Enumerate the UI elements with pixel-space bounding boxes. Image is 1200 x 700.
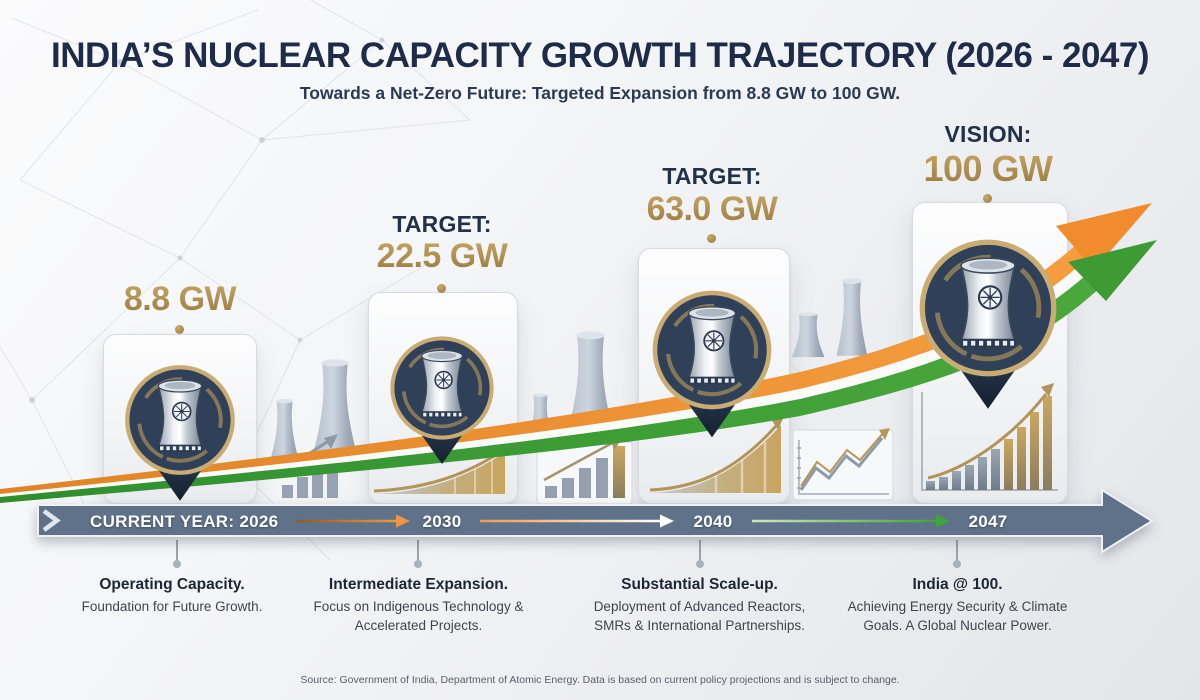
connector-dot bbox=[414, 560, 422, 568]
cooling-towers-icon bbox=[791, 278, 868, 358]
connector-line bbox=[417, 540, 419, 561]
connector-line bbox=[176, 540, 178, 561]
connector-line bbox=[956, 540, 958, 561]
connector-line bbox=[699, 540, 701, 561]
description-title: Intermediate Expansion. bbox=[328, 576, 509, 593]
milestone-4-marker-dot bbox=[982, 193, 992, 203]
connector-dot bbox=[173, 560, 181, 568]
timeline-label-2030: 2030 bbox=[422, 512, 462, 531]
bar-chart-icon bbox=[280, 434, 338, 498]
description-title: India @ 100. bbox=[912, 576, 1003, 593]
milestone-4-capacity-label: 100 GW bbox=[878, 148, 1098, 190]
milestone-4-description: India @ 100. Achieving Energy Security &… bbox=[835, 576, 1080, 635]
timeline-label-2040: 2040 bbox=[693, 512, 733, 531]
source-attribution: Source: Government of India, Department … bbox=[300, 674, 900, 686]
milestone-3-card bbox=[638, 248, 790, 504]
milestone-2-capacity-label: 22.5 GW bbox=[332, 237, 552, 276]
cooling-towers-icon bbox=[528, 331, 614, 438]
timeline-start-chevron-icon bbox=[42, 509, 61, 532]
cooling-towers-icon bbox=[270, 359, 357, 458]
bar-chart-icon bbox=[536, 437, 633, 505]
green-arrowhead-icon bbox=[1068, 240, 1157, 301]
timeline-label-2047: 2047 bbox=[968, 512, 1008, 531]
description-body: Achieving Energy Security & Climate Goal… bbox=[847, 599, 1068, 634]
page-title: INDIA’S NUCLEAR CAPACITY GROWTH TRAJECTO… bbox=[50, 36, 1150, 75]
description-body: Foundation for Future Growth. bbox=[81, 599, 263, 614]
timeline-label-current-year: CURRENT YEAR: 2026 bbox=[90, 512, 279, 531]
milestone-2-description: Intermediate Expansion. Focus on Indigen… bbox=[306, 576, 531, 635]
milestone-1-description: Operating Capacity. Foundation for Futur… bbox=[47, 576, 297, 616]
line-chart-icon bbox=[792, 428, 894, 501]
header: INDIA’S NUCLEAR CAPACITY GROWTH TRAJECTO… bbox=[0, 36, 1200, 104]
description-title: Operating Capacity. bbox=[99, 576, 245, 593]
milestone-2-prefix-label: TARGET: bbox=[392, 211, 492, 237]
description-body: Deployment of Advanced Reactors, SMRs & … bbox=[593, 599, 806, 634]
description-body: Focus on Indigenous Technology & Acceler… bbox=[313, 599, 524, 634]
milestone-1-capacity-label: 8.8 GW bbox=[70, 280, 290, 319]
milestone-1-marker-dot bbox=[174, 324, 184, 334]
milestone-2-marker-dot bbox=[436, 283, 446, 293]
milestone-4-prefix-label: VISION: bbox=[944, 121, 1032, 147]
saffron-arrowhead-icon bbox=[1056, 203, 1152, 270]
milestone-3-capacity-label: 63.0 GW bbox=[602, 190, 822, 229]
page-subtitle: Towards a Net-Zero Future: Targeted Expa… bbox=[299, 83, 901, 103]
milestone-1-card bbox=[103, 334, 257, 504]
milestone-4-card bbox=[912, 202, 1068, 504]
connector-dot bbox=[696, 560, 704, 568]
milestone-3-marker-dot bbox=[706, 233, 716, 243]
milestone-3-description: Substantial Scale-up. Deployment of Adva… bbox=[582, 576, 817, 635]
description-title: Substantial Scale-up. bbox=[621, 576, 778, 593]
milestone-2-card bbox=[368, 292, 518, 504]
milestone-3-prefix-label: TARGET: bbox=[662, 163, 762, 189]
connector-dot bbox=[953, 560, 961, 568]
